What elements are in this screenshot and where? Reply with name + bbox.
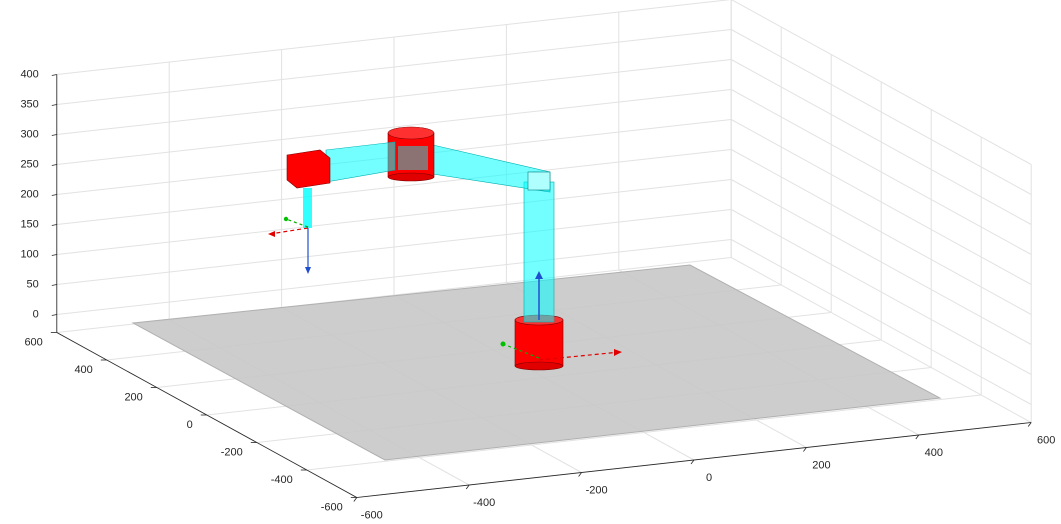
z-tick-label: 300 bbox=[20, 128, 38, 140]
arrowhead bbox=[501, 342, 506, 347]
tick-mark bbox=[354, 498, 357, 502]
tick-mark bbox=[52, 285, 57, 286]
tick-mark bbox=[52, 165, 57, 166]
x-tick-label: -600 bbox=[361, 509, 383, 521]
z-tick-label: 400 bbox=[20, 68, 38, 80]
tick-mark bbox=[52, 255, 57, 256]
shoulder-link-overlap bbox=[398, 146, 428, 170]
shoulder-bottom bbox=[388, 173, 434, 181]
tool-link bbox=[303, 188, 312, 228]
link-forearm bbox=[326, 142, 395, 182]
tick-mark bbox=[52, 105, 57, 106]
elbow-joint bbox=[528, 172, 550, 190]
shoulder-top bbox=[388, 127, 434, 139]
base-cylinder bbox=[515, 320, 563, 366]
x-tick-label: -400 bbox=[473, 497, 495, 509]
z-tick-label: 200 bbox=[20, 188, 38, 200]
x-tick-label: 600 bbox=[1037, 434, 1055, 446]
x-tick-label: -200 bbox=[586, 484, 608, 496]
arrowhead bbox=[268, 231, 275, 237]
y-tick-label: 400 bbox=[74, 364, 92, 376]
tick-mark bbox=[52, 225, 57, 226]
x-tick-label: 400 bbox=[925, 447, 943, 459]
y-tick-label: 600 bbox=[24, 336, 42, 348]
arrowhead bbox=[305, 267, 311, 274]
end-cube bbox=[287, 150, 330, 188]
y-tick-label: -400 bbox=[271, 474, 293, 486]
z-tick-label: 150 bbox=[20, 218, 38, 230]
tick-mark bbox=[52, 315, 57, 316]
y-tick-label: -200 bbox=[221, 446, 243, 458]
z-tick-label: 250 bbox=[20, 158, 38, 170]
tick-mark bbox=[52, 195, 57, 196]
x-tick-label: 200 bbox=[812, 459, 830, 471]
z-tick-label: 50 bbox=[27, 278, 39, 290]
y-tick-label: 200 bbox=[124, 391, 142, 403]
tick-mark bbox=[52, 135, 57, 136]
y-tick-label: -600 bbox=[321, 501, 343, 513]
base-bottom bbox=[515, 362, 563, 370]
y-tick-label: 0 bbox=[187, 419, 193, 431]
chart: -600 -400 -200 0 200 400 600 -600 -400 -200 0 200 40… bbox=[0, 0, 1061, 524]
arrowhead bbox=[284, 217, 288, 221]
z-tick-label: 0 bbox=[33, 308, 39, 320]
tick-mark bbox=[52, 75, 57, 76]
z-tick-label: 350 bbox=[20, 98, 38, 110]
x-tick-label: 0 bbox=[706, 472, 712, 484]
z-tick-label: 100 bbox=[20, 248, 38, 260]
